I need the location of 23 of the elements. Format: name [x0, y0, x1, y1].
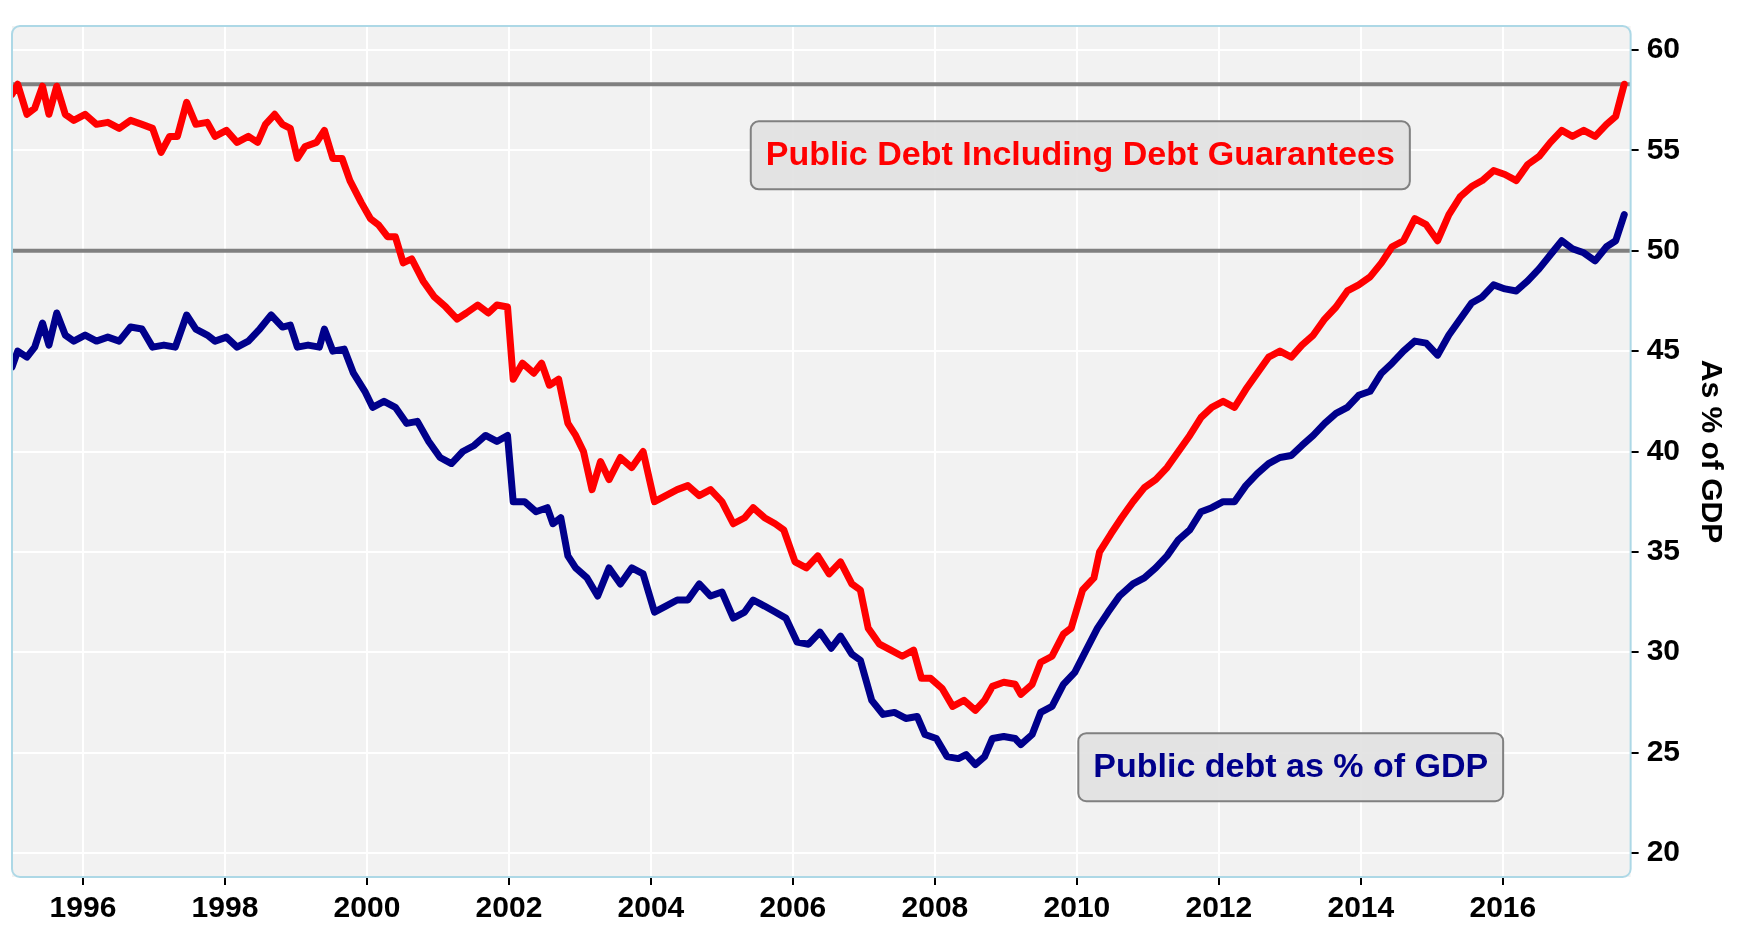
- y-tick-label: 25: [1646, 733, 1681, 767]
- y-tick-label: 40: [1646, 432, 1681, 466]
- x-tick-label: 2016: [1469, 890, 1537, 924]
- y-tick-label: 60: [1646, 31, 1681, 65]
- x-tick-label: 2014: [1327, 890, 1395, 924]
- y-axis-title: As % of GDP: [1695, 359, 1729, 544]
- x-tick-label: 2000: [333, 890, 401, 924]
- series-label: Public debt as % of GDP: [1093, 745, 1489, 784]
- x-tick-label: 2012: [1185, 890, 1253, 924]
- series-label: Public Debt Including Debt Guarantees: [765, 133, 1395, 172]
- x-tick-label: 2004: [617, 890, 685, 924]
- x-tick-label: 1998: [191, 890, 259, 924]
- x-tick-label: 2002: [475, 890, 543, 924]
- y-tick-label: 50: [1646, 232, 1681, 266]
- y-tick-label: 30: [1646, 633, 1681, 667]
- x-tick-label: 2010: [1043, 890, 1111, 924]
- y-tick-label: 45: [1646, 332, 1681, 366]
- x-tick-label: 2006: [759, 890, 827, 924]
- y-tick-label: 55: [1646, 131, 1681, 165]
- x-tick-label: 1996: [49, 890, 117, 924]
- y-tick-label: 20: [1646, 834, 1681, 868]
- x-tick-label: 2008: [901, 890, 969, 924]
- y-tick-label: 35: [1646, 533, 1681, 567]
